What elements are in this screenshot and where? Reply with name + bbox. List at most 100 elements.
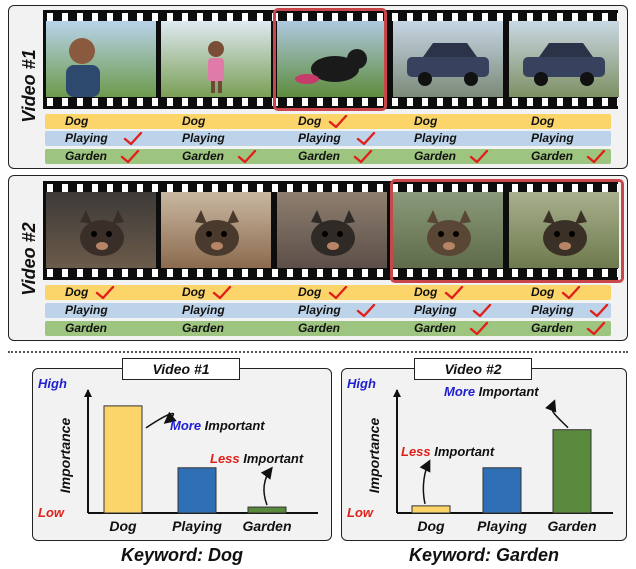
annotation-more-important: More Important bbox=[170, 418, 265, 433]
check-icon bbox=[472, 304, 492, 318]
keyword-garden: Garden bbox=[298, 321, 341, 335]
bar-dog bbox=[103, 405, 143, 514]
keyword-dog: Dog bbox=[414, 114, 438, 128]
check-icon bbox=[212, 286, 232, 300]
keyword-garden: Garden bbox=[65, 149, 108, 163]
check-icon bbox=[237, 150, 257, 164]
y-axis-high-label: High bbox=[347, 376, 376, 391]
car-icon bbox=[407, 43, 489, 86]
bar-playing bbox=[482, 467, 522, 514]
video-1-label: Video #1 bbox=[19, 49, 39, 123]
video-2-highlight-frames bbox=[390, 179, 624, 283]
keyword-dog: Dog bbox=[298, 114, 322, 128]
check-icon bbox=[120, 150, 140, 164]
chart-1-title: Video #1 bbox=[122, 358, 240, 380]
y-axis-arrow bbox=[84, 389, 92, 397]
check-icon bbox=[561, 286, 581, 300]
y-axis-low-label: Low bbox=[38, 505, 65, 520]
video-1-frame-5 bbox=[509, 21, 619, 97]
keyword-playing: Playing bbox=[182, 131, 225, 145]
keyword-dog: Dog bbox=[531, 114, 555, 128]
check-icon bbox=[356, 132, 376, 146]
dog-icon bbox=[295, 49, 367, 84]
x-tick-label: Dog bbox=[417, 518, 445, 534]
check-icon bbox=[328, 115, 348, 129]
video-1-highlight-frame bbox=[273, 8, 387, 111]
keyword-playing: Playing bbox=[298, 303, 341, 317]
puppy-icon bbox=[195, 210, 239, 256]
keyword-dog: Dog bbox=[182, 285, 206, 299]
annotation-less-important: Less Important bbox=[401, 444, 495, 459]
video-2-frame-1 bbox=[46, 192, 156, 268]
video-1-frame-2 bbox=[161, 21, 271, 97]
keyword-dog: Dog bbox=[414, 285, 438, 299]
keyword-dog: Dog bbox=[531, 285, 555, 299]
keyword-playing: Playing bbox=[65, 303, 108, 317]
y-axis-high-label: High bbox=[38, 376, 67, 391]
video-2-frame-2 bbox=[161, 192, 271, 268]
annotation-less-important: Less Important bbox=[210, 451, 304, 466]
check-icon bbox=[353, 150, 373, 164]
bar-garden bbox=[247, 506, 287, 514]
annotation-arrow bbox=[260, 466, 273, 506]
x-tick-label: Garden bbox=[242, 518, 291, 534]
keyword-garden: Garden bbox=[182, 149, 225, 163]
caption-keyword-dog: Keyword: Dog bbox=[120, 545, 243, 565]
keyword-garden: Garden bbox=[298, 149, 341, 163]
keyword-dog: Dog bbox=[298, 285, 322, 299]
puppy-icon bbox=[311, 210, 355, 256]
annotation-arrow bbox=[419, 459, 431, 505]
keyword-playing: Playing bbox=[65, 131, 108, 145]
check-icon bbox=[123, 132, 143, 146]
check-icon bbox=[586, 150, 606, 164]
check-icon bbox=[589, 304, 609, 318]
child-icon bbox=[208, 41, 224, 93]
chart-2-svg: High Low Importance Dog Playing Garden More Im… bbox=[347, 376, 613, 534]
video-1-row-dog: Dog Dog Dog Dog Dog bbox=[45, 114, 611, 129]
keyword-garden: Garden bbox=[531, 149, 574, 163]
check-icon bbox=[356, 304, 376, 318]
keyword-garden: Garden bbox=[414, 321, 457, 335]
car-icon bbox=[523, 43, 605, 86]
y-axis-label: Importance bbox=[57, 418, 73, 494]
video-2-frame-3 bbox=[277, 192, 387, 268]
y-axis-arrow bbox=[393, 389, 401, 397]
keyword-playing: Playing bbox=[414, 303, 457, 317]
y-axis-low-label: Low bbox=[347, 505, 374, 520]
video-2-label: Video #2 bbox=[19, 222, 39, 296]
caption-keyword-garden: Keyword: Garden bbox=[408, 545, 560, 565]
x-tick-label: Playing bbox=[477, 518, 527, 534]
keyword-dog: Dog bbox=[65, 285, 89, 299]
keyword-playing: Playing bbox=[182, 303, 225, 317]
keyword-playing: Playing bbox=[531, 131, 574, 145]
keyword-garden: Garden bbox=[531, 321, 574, 335]
bar-playing bbox=[177, 467, 217, 514]
x-tick-label: Playing bbox=[172, 518, 222, 534]
bar-garden bbox=[552, 429, 592, 514]
bar-dog bbox=[411, 505, 451, 514]
puppy-icon bbox=[427, 210, 471, 256]
keyword-dog: Dog bbox=[182, 114, 206, 128]
video-1-frame-3 bbox=[277, 21, 387, 97]
annotation-arrow bbox=[145, 411, 177, 429]
section-divider bbox=[8, 351, 628, 353]
keyword-playing: Playing bbox=[298, 131, 341, 145]
check-icon bbox=[469, 322, 489, 336]
keyword-garden: Garden bbox=[182, 321, 225, 335]
video-1-frame-1 bbox=[46, 21, 156, 97]
check-icon bbox=[469, 150, 489, 164]
x-tick-label: Garden bbox=[547, 518, 596, 534]
keyword-dog: Dog bbox=[65, 114, 89, 128]
person-icon bbox=[66, 38, 100, 97]
keyword-garden: Garden bbox=[65, 321, 108, 335]
annotation-arrow bbox=[545, 399, 569, 429]
chart-1-svg: High Low Importance Dog Playing Garden More Im… bbox=[38, 376, 318, 534]
video-2-row-garden: Garden Garden Garden Garden Garden bbox=[45, 321, 611, 336]
video-1-row-garden: Garden Garden Garden Garden Garden bbox=[45, 149, 611, 164]
video-1-frame-4 bbox=[393, 21, 503, 97]
check-icon bbox=[444, 286, 464, 300]
annotation-more-important: More Important bbox=[444, 384, 539, 399]
keyword-playing: Playing bbox=[414, 131, 457, 145]
video-2-frame-5 bbox=[509, 192, 619, 268]
keyword-playing: Playing bbox=[531, 303, 574, 317]
